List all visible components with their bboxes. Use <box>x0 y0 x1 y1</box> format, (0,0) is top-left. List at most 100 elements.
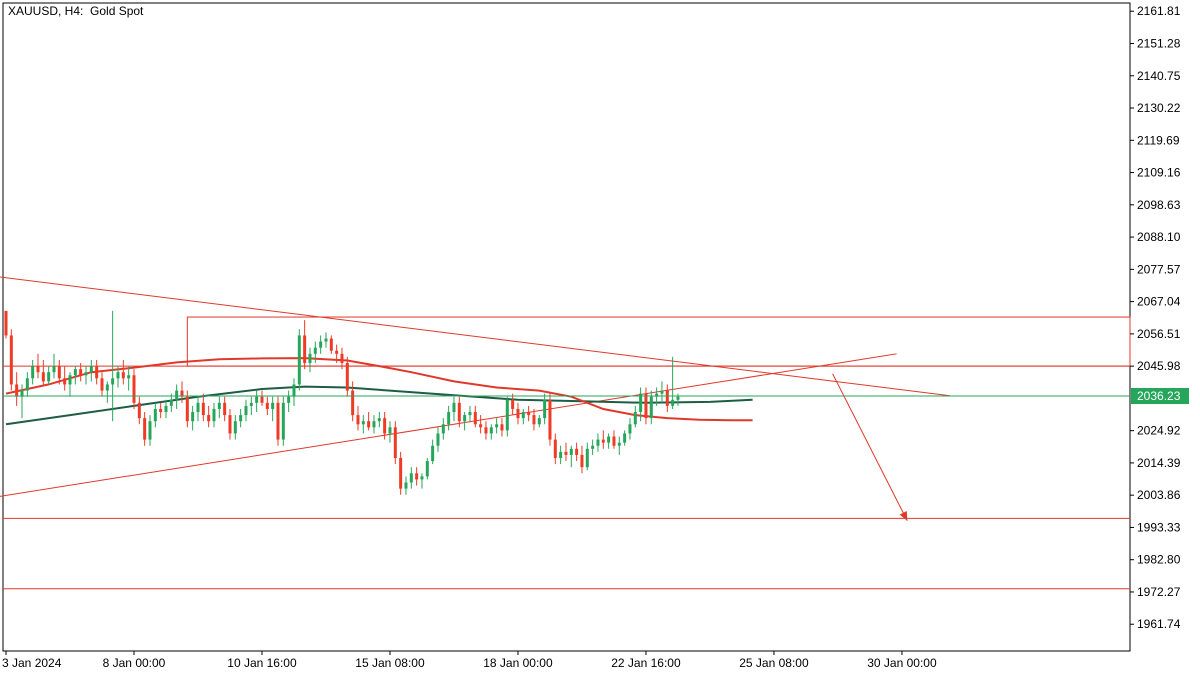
candle-body <box>463 415 467 422</box>
candle-body <box>287 396 291 403</box>
candle <box>180 381 184 403</box>
projection-arrow-shaft <box>832 373 908 522</box>
current-price-tag-bg <box>1131 387 1189 404</box>
candle <box>41 359 45 385</box>
moving-average-slow <box>5 385 753 426</box>
candle <box>324 332 328 348</box>
candle <box>436 427 440 452</box>
candle-body <box>116 372 120 379</box>
candle <box>9 329 13 391</box>
candle-body <box>57 366 61 379</box>
candle <box>207 405 211 428</box>
candle-body <box>292 384 296 397</box>
y-tick-label: 2077.57 <box>1137 262 1181 276</box>
candle <box>404 476 408 495</box>
candle-body <box>548 399 552 440</box>
candle-body <box>47 372 51 382</box>
candle <box>676 393 680 406</box>
candle-body <box>473 412 477 425</box>
candle <box>505 396 509 437</box>
candle-body <box>239 415 243 422</box>
candle <box>89 359 93 382</box>
candle <box>447 405 451 431</box>
candle <box>57 359 61 385</box>
candle-body <box>41 372 45 382</box>
candle <box>671 356 675 409</box>
candle-body <box>665 390 669 406</box>
candle-body <box>367 421 371 428</box>
candle-body <box>452 402 456 413</box>
candle <box>223 396 227 422</box>
candle-body <box>511 399 515 409</box>
candle-body <box>623 433 627 443</box>
current-price-label: 2036.23 <box>1137 389 1181 403</box>
candle <box>281 396 285 446</box>
candle-body <box>564 451 568 455</box>
candle-body <box>420 476 424 480</box>
candle-body <box>228 415 232 434</box>
candle <box>79 363 83 382</box>
candle <box>383 412 387 440</box>
candle-body <box>164 405 168 413</box>
candle-body <box>495 424 499 428</box>
candle-body <box>671 399 675 406</box>
candle <box>191 405 195 431</box>
y-tick-label: 2161.81 <box>1137 4 1181 18</box>
candle <box>564 442 568 462</box>
candle-body <box>73 369 77 376</box>
candle <box>463 412 467 431</box>
candle <box>452 396 456 422</box>
candle-body <box>132 375 136 403</box>
y-tick-label: 2024.92 <box>1137 424 1181 438</box>
candle <box>484 421 488 440</box>
candle <box>111 310 115 422</box>
candle <box>319 335 323 354</box>
candle-body <box>404 482 408 489</box>
candle-body <box>31 366 35 379</box>
candle <box>73 366 77 385</box>
candle <box>255 390 259 413</box>
candle <box>543 393 547 425</box>
candle <box>100 372 104 397</box>
candle <box>361 415 365 434</box>
candle <box>644 387 648 425</box>
candle <box>601 430 605 449</box>
candle <box>500 418 504 437</box>
candle-body <box>532 415 536 425</box>
candle <box>303 320 307 370</box>
candle-body <box>159 408 163 413</box>
candle <box>244 399 248 422</box>
candle-body <box>335 350 339 354</box>
candle <box>127 366 131 391</box>
candle <box>132 369 136 409</box>
x-tick-label: 22 Jan 16:00 <box>611 656 681 670</box>
candle <box>148 415 152 446</box>
candle-body <box>89 366 93 373</box>
candle-body <box>393 427 397 458</box>
candle-body <box>415 473 419 480</box>
candle <box>495 418 499 434</box>
candle-body <box>660 390 664 394</box>
candle-body <box>521 412 525 419</box>
y-tick-label: 2056.51 <box>1137 327 1181 341</box>
candle <box>308 347 312 373</box>
candle-body <box>596 439 600 446</box>
resistance-zone-box <box>186 316 1131 367</box>
candle <box>15 372 19 406</box>
candle <box>628 418 632 440</box>
candle-body <box>191 412 195 422</box>
candle-body <box>479 424 483 428</box>
candle <box>36 353 40 379</box>
candle-body <box>175 390 179 400</box>
candle <box>164 399 168 419</box>
candle <box>335 344 339 363</box>
candle-body <box>580 454 584 468</box>
current-price-tag: 2036.23 <box>1131 387 1189 404</box>
y-tick-label: 2067.04 <box>1137 295 1181 309</box>
candle-body <box>281 402 285 440</box>
candle-body <box>20 390 24 397</box>
candle <box>196 396 200 422</box>
candle <box>4 310 8 339</box>
